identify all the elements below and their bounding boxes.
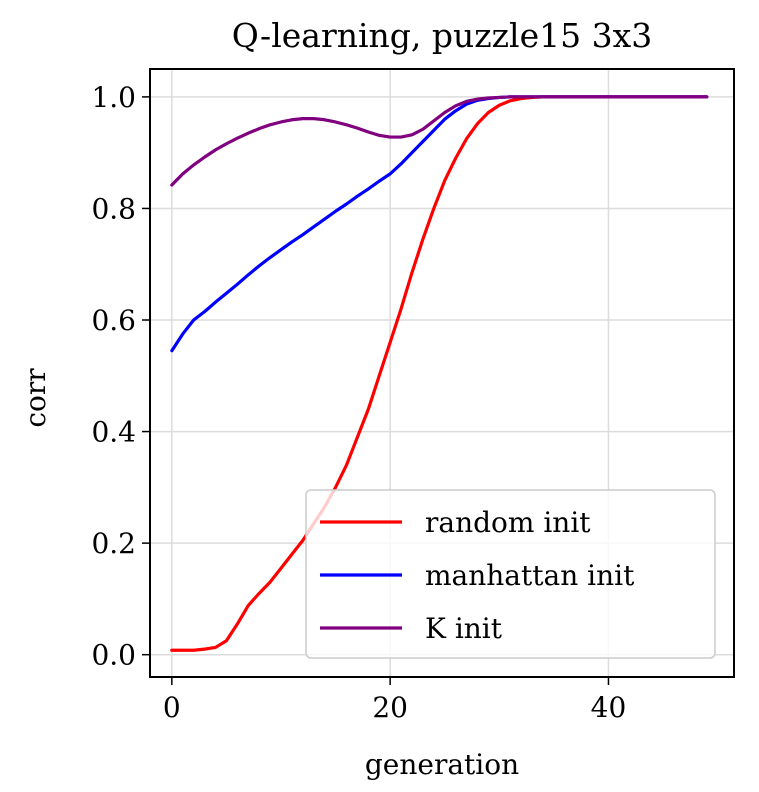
x-axis-label: generation — [365, 748, 519, 781]
y-tick-label: 0.6 — [91, 304, 136, 337]
y-axis-label: corr — [19, 368, 52, 428]
legend-label: manhattan init — [425, 559, 635, 592]
y-tick-label: 0.4 — [91, 416, 136, 449]
x-tick-label: 0 — [163, 691, 181, 724]
x-tick-label: 20 — [372, 691, 408, 724]
y-tick-label: 0.2 — [91, 527, 136, 560]
y-tick-label: 0.0 — [91, 639, 136, 672]
y-tick-label: 1.0 — [91, 81, 136, 114]
series-lines — [170, 95, 709, 652]
y-tick-label: 0.8 — [91, 192, 136, 225]
plot-frame — [149, 68, 735, 678]
chart-title: Q-learning, puzzle15 3x3 — [232, 16, 652, 55]
legend-label: K init — [425, 612, 503, 645]
axes-ticks: 0 20 40 0.0 0.2 0.4 0.6 0.8 1.0 — [91, 81, 626, 724]
series-line-K-init — [170, 95, 709, 187]
legend-box — [305, 489, 716, 659]
x-tick-label: 40 — [591, 691, 627, 724]
legend-label: random init — [425, 506, 591, 539]
legend: random init manhattan init K init — [305, 489, 716, 659]
